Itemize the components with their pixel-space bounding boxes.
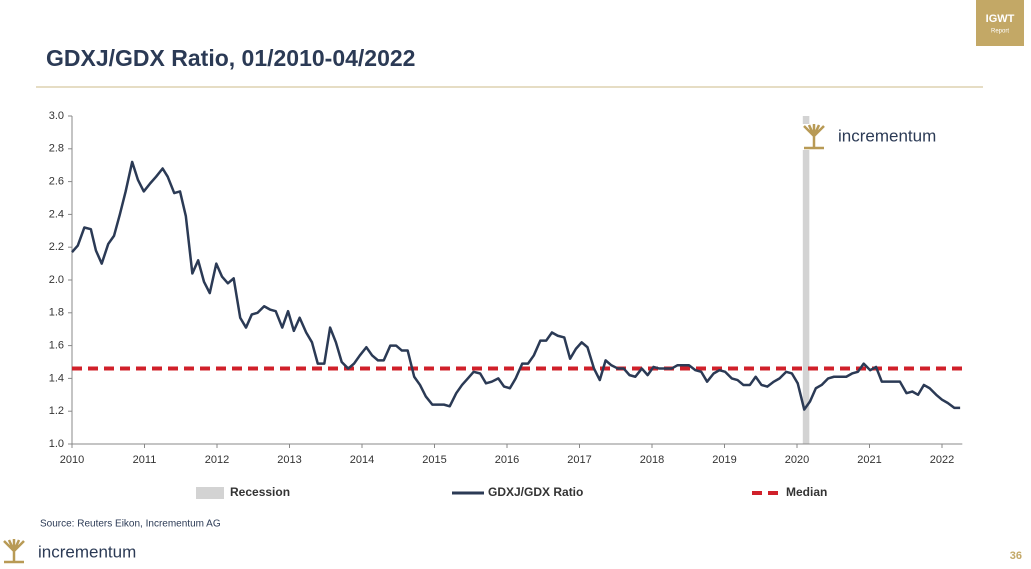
x-tick-label: 2019 (712, 454, 736, 466)
x-tick-label: 2016 (495, 454, 519, 466)
y-tick-label: 2.0 (49, 274, 64, 286)
badge-text: Report (991, 29, 1009, 35)
y-tick-label: 2.4 (49, 208, 64, 220)
y-tick-label: 2.2 (49, 241, 64, 253)
x-tick-label: 2017 (567, 454, 591, 466)
x-tick-label: 2010 (60, 454, 84, 466)
x-tick-label: 2020 (785, 454, 809, 466)
ratio-line (71, 160, 961, 411)
x-tick-label: 2015 (422, 454, 446, 466)
logo-icon (803, 124, 825, 150)
y-tick-label: 1.6 (49, 340, 64, 352)
legend-label: Median (786, 485, 827, 499)
legend-swatch (196, 487, 224, 499)
badge-text: IGWT (986, 13, 1015, 25)
title: GDXJ/GDX Ratio, 01/2010-04/2022 (46, 45, 415, 71)
x-tick-label: 2011 (133, 454, 157, 466)
x-tick-label: 2014 (350, 454, 374, 466)
x-tick-label: 2022 (930, 454, 954, 466)
legend-label: GDXJ/GDX Ratio (488, 485, 583, 499)
x-tick-label: 2018 (640, 454, 664, 466)
y-tick-label: 1.8 (49, 307, 64, 319)
y-tick-label: 3.0 (49, 110, 64, 122)
source: Source: Reuters Eikon, Incrementum AG (40, 519, 221, 530)
y-tick-label: 2.6 (49, 176, 64, 188)
footer-logo-icon (3, 539, 25, 564)
y-tick-label: 2.8 (49, 143, 64, 155)
recession-band (802, 116, 810, 444)
y-tick-label: 1.2 (49, 405, 64, 417)
x-tick-label: 2013 (277, 454, 301, 466)
y-tick-label: 1.0 (49, 438, 64, 450)
logo-text: incrementum (838, 126, 936, 145)
badge (976, 0, 1024, 46)
y-tick-label: 1.4 (49, 372, 64, 384)
x-tick-label: 2021 (857, 454, 881, 466)
chart-logo: incrementum (799, 124, 936, 150)
legend-label: Recession (230, 485, 290, 499)
plot: 1.0 1.2 1.4 1.6 1.8 2.0 2.2 2.4 2.6 2.8 3.0 2010 201… (49, 110, 963, 499)
x-tick-label: 2012 (205, 454, 229, 466)
page-number: 36 (1010, 550, 1022, 562)
footer-logo-text: incrementum (38, 542, 136, 561)
